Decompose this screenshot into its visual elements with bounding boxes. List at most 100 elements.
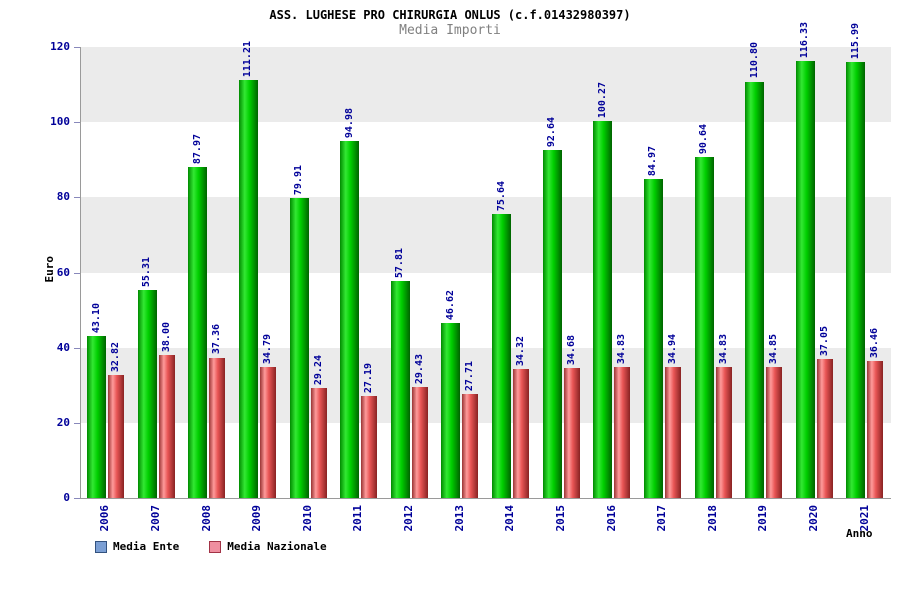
bar-media-ente [390,280,410,498]
y-tick-label: 60 [56,265,70,279]
legend-swatch-media-ente [95,540,107,553]
y-tick-label: 100 [50,115,70,129]
chart-title: ASS. LUGHESE PRO CHIRURGIA ONLUS (c.f.01… [269,8,631,22]
bar-value-label: 32.82 [110,341,121,372]
bar-media-ente [846,62,866,498]
y-tick-label: 120 [50,40,70,53]
bar-value-label: 34.79 [261,334,273,365]
bar-value-label: 90.64 [698,124,709,155]
y-tick-label: 0 [63,491,70,504]
y-tick-mark [74,197,80,199]
bar-value-label: 34.83 [616,334,628,365]
bar-value-label: 46.62 [444,289,456,320]
x-tick-label: 2008 [199,505,213,532]
bar-media-ente [238,80,258,498]
legend: Media Ente Media Nazionale [95,540,327,553]
bar-media-ente [492,213,511,498]
bar-media-nazionale [411,387,428,498]
plot-band [81,47,891,123]
bar-media-nazionale [259,367,276,498]
bar-value-label: 57.81 [394,247,406,278]
x-tick-label: 2009 [250,505,264,532]
bar-media-nazionale [361,395,378,498]
bar-media-ente [795,60,815,498]
bar-value-label: 79.91 [293,164,304,195]
y-tick-mark [74,422,80,424]
bar-value-label: 84.97 [647,145,659,176]
y-tick-mark [74,122,80,124]
bar-media-ente [694,157,714,498]
bar-value-label: 34.32 [515,335,526,367]
bar-value-label: 34.94 [666,333,678,364]
x-tick-label: 2017 [655,505,669,532]
bar-value-label: 92.64 [546,116,558,147]
x-tick-label: 2010 [300,505,314,532]
x-tick-label: 2020 [807,505,821,532]
bar-media-ente [643,178,663,498]
x-tick-label: 2015 [553,505,567,532]
bar-media-nazionale [209,357,226,498]
bar-value-label: 37.05 [818,325,830,356]
x-tick-label: 2018 [705,505,719,532]
bar-value-label: 29.43 [413,354,425,385]
bar-value-label: 111.21 [242,40,254,78]
bar-value-label: 29.24 [312,355,324,386]
bar-value-label: 27.71 [464,360,476,391]
x-tick-label: 2011 [351,505,365,532]
bar-media-ente [289,197,309,498]
bar-value-label: 34.83 [717,334,729,365]
legend-item: Media Ente [95,540,179,553]
bar-value-label: 100.27 [596,82,608,119]
bar-media-nazionale [614,367,631,498]
bar-media-nazionale [462,393,479,498]
bar-value-label: 37.36 [211,324,223,355]
y-tick-mark [74,272,80,274]
bar-media-ente [745,81,765,498]
bar-media-nazionale [664,366,681,498]
legend-label: Media Ente [113,540,180,553]
bar-media-ente [87,336,106,498]
bar-value-label: 34.85 [768,333,780,365]
bar-value-label: 115.99 [849,22,861,60]
bar-media-nazionale [563,367,580,498]
bar-media-ente [593,121,613,498]
y-tick-label: 80 [56,190,70,204]
bar-media-ente [340,141,360,498]
y-tick-mark [74,498,80,499]
x-tick-label: 2014 [503,505,517,532]
bar-media-ente [542,149,562,498]
x-axis: 2006 2007 2008 2009 2010 2011 2012 2013 2014 2015… [80,502,890,540]
bar-value-label: 87.97 [191,134,203,165]
bar-value-label: 94.98 [343,107,355,139]
y-tick-mark [74,47,80,48]
x-tick-label: 2019 [756,505,770,532]
bar-media-nazionale [310,388,327,498]
legend-label: Media Nazionale [227,540,327,553]
bar-value-label: 75.64 [495,180,507,211]
bar-media-nazionale [158,355,175,498]
x-tick-label: 2012 [402,505,416,532]
x-tick-label: 2016 [604,505,618,532]
bar-value-label: 110.80 [748,42,760,79]
x-tick-label: 2013 [452,505,466,532]
legend-swatch-media-nazionale [209,540,222,553]
bar-media-nazionale [816,358,833,498]
bar-media-nazionale [715,367,732,498]
x-tick-label: 2007 [148,505,162,532]
bar-value-label: 116.33 [799,21,811,58]
bar-value-label: 43.10 [90,302,102,334]
bar-media-ente [188,167,208,498]
plot-area: 43.10 32.82 55.31 38.00 87.97 37.36 111.21 34.7… [80,22,891,499]
chart-subtitle: Media Importi [399,23,501,38]
bar-media-nazionale [513,369,529,498]
x-tick-label: 2006 [98,505,112,532]
bar-media-nazionale [108,374,124,498]
legend-item: Media Nazionale [209,540,327,553]
y-tick-mark [74,347,80,349]
bar-value-label: 38.00 [160,322,172,353]
y-tick-label: 40 [56,340,70,354]
bar-media-nazionale [766,367,783,498]
bar-media-ente [137,290,157,498]
bar-media-nazionale [867,360,884,498]
